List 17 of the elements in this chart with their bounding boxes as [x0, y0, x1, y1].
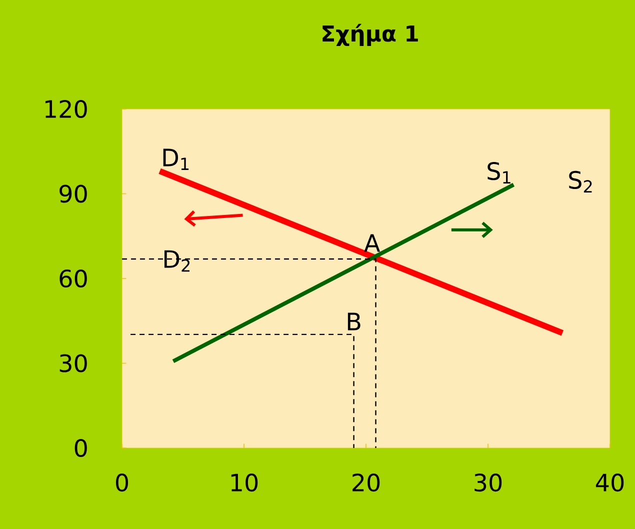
series-label: S$_{1}$	[488, 162, 510, 184]
y-tick-label: 90	[60, 184, 87, 203]
y-tick-label: 30	[60, 354, 87, 372]
annotation: D$_{2}$	[164, 250, 190, 272]
chart-title: Σχήμα 1	[322, 24, 418, 46]
y-tick-label: 60	[60, 269, 87, 288]
y-tick-label: 0	[74, 438, 87, 458]
x-tick-label: 30	[474, 474, 502, 492]
x-tick-label: 0	[116, 474, 128, 492]
annotation: S$_{2}$	[569, 170, 592, 193]
series-label: D$_{1}$	[163, 148, 189, 170]
annotation: B	[348, 312, 360, 330]
x-tick-label: 10	[231, 474, 258, 492]
x-tick-label: 20	[352, 474, 380, 492]
x-tick-label: 40	[596, 474, 624, 492]
annotation: A	[364, 234, 380, 252]
y-tick-label: 120	[45, 100, 87, 118]
